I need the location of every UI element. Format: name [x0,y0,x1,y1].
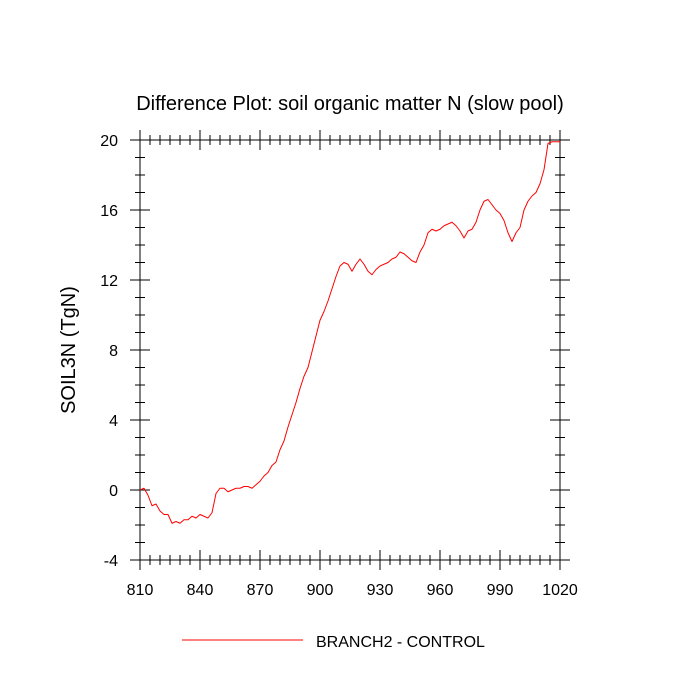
plot-frame [139,139,561,561]
chart-title: Difference Plot: soil organic matter N (… [136,93,564,115]
y-tick-label: 4 [109,413,118,430]
x-tick-label: 960 [427,582,454,599]
x-tick-label: 1020 [542,582,578,599]
x-tick-label: 870 [247,582,274,599]
y-tick-label: 12 [100,273,118,290]
legend-label: BRANCH2 - CONTROL [316,634,485,651]
x-tick-label: 840 [187,582,214,599]
axis-tick-labels: 810 840 870 900 930 960 990 1020 -4 0 4 8 12 16 20 [100,133,578,599]
y-tick-label: -4 [104,553,118,570]
series-line-branch2-control [139,141,560,524]
x-tick-label: 900 [307,582,334,599]
legend: BRANCH2 - CONTROL [182,634,485,651]
y-tick-label: 8 [109,343,118,360]
x-tick-label: 990 [487,582,514,599]
y-tick-label: 20 [100,133,118,150]
y-tick-label: 0 [109,483,118,500]
x-tick-label: 930 [367,582,394,599]
x-tick-label: 810 [127,582,154,599]
axis-ticks [130,130,570,570]
y-axis-label: SOIL3N (TgN) [58,286,80,414]
y-tick-label: 16 [100,203,118,220]
